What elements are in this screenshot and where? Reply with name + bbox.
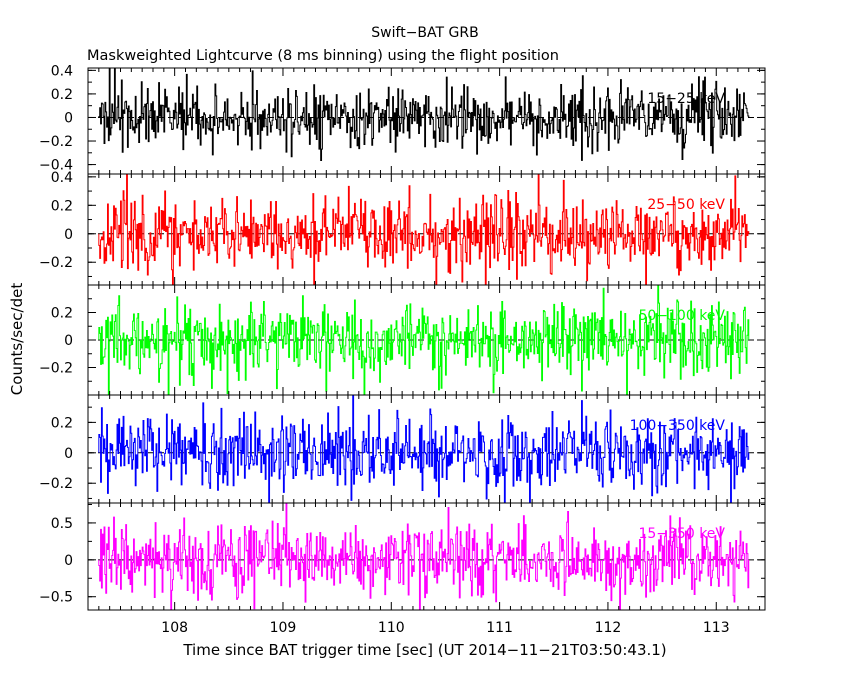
y-tick-label: 0 <box>64 333 73 349</box>
y-tick-label: 0.4 <box>51 170 73 186</box>
y-tick-label: −0.5 <box>39 590 73 606</box>
lightcurve-panel: −0.2 0 0.2 100−350 keV <box>39 394 766 504</box>
y-tick-label: −0.4 <box>39 158 73 174</box>
lightcurve-panel: −0.2 0 0.2 50−100 keV <box>39 284 766 396</box>
y-tick-label: 0.2 <box>51 306 73 322</box>
y-tick-label: 0.5 <box>51 516 73 532</box>
lightcurve-series <box>98 395 750 503</box>
energy-band-label: 50−100 keV <box>638 308 725 324</box>
y-tick-label: 0.2 <box>51 87 73 103</box>
y-tick-label: 0 <box>64 446 73 462</box>
chart-title: Swift−BAT GRB <box>371 25 478 41</box>
lightcurve-series <box>98 503 750 610</box>
x-axis-label: Time since BAT trigger time [sec] (UT 20… <box>182 641 666 659</box>
y-tick-label: −0.2 <box>39 134 73 150</box>
energy-band-label: 15−350 keV <box>638 526 725 542</box>
y-tick-label: 0 <box>64 553 73 569</box>
y-tick-label: 0 <box>64 227 73 243</box>
x-tick-label: 111 <box>486 620 513 636</box>
y-tick-label: 0 <box>64 110 73 126</box>
y-tick-label: −0.2 <box>39 476 73 492</box>
x-tick-label: 108 <box>161 620 188 636</box>
lightcurve-panel: −0.5 0 0.5 15−350 keV <box>39 502 766 611</box>
panel-frame <box>87 502 766 611</box>
energy-band-label: 15−25 keV <box>647 91 725 107</box>
lightcurve-series <box>98 285 750 395</box>
energy-band-label: 100−350 keV <box>630 418 726 434</box>
lightcurve-panel: −0.4 −0.2 0 0.2 0.4 15−25 keV <box>39 63 766 175</box>
lightcurve-series <box>98 68 750 162</box>
x-tick-label: 109 <box>270 620 297 636</box>
panels-group: −0.4 −0.2 0 0.2 0.4 15−25 keV −0.2 0 0.2 0.4 25−50… <box>39 63 766 636</box>
lightcurve-series <box>98 174 750 285</box>
y-tick-label: −0.2 <box>39 255 73 271</box>
x-tick-label: 110 <box>378 620 405 636</box>
y-tick-label: 0.2 <box>51 198 73 214</box>
x-tick-label: 113 <box>703 620 730 636</box>
y-tick-label: 0.2 <box>51 415 73 431</box>
lightcurve-panel: −0.2 0 0.2 0.4 25−50 keV <box>39 170 766 286</box>
y-tick-label: 0.4 <box>51 63 73 79</box>
energy-band-label: 25−50 keV <box>647 197 725 213</box>
y-axis-label: Counts/sec/det <box>8 283 26 396</box>
chart-subtitle: Maskweighted Lightcurve (8 ms binning) u… <box>87 48 559 64</box>
y-tick-label: −0.2 <box>39 361 73 377</box>
x-tick-label: 112 <box>595 620 622 636</box>
